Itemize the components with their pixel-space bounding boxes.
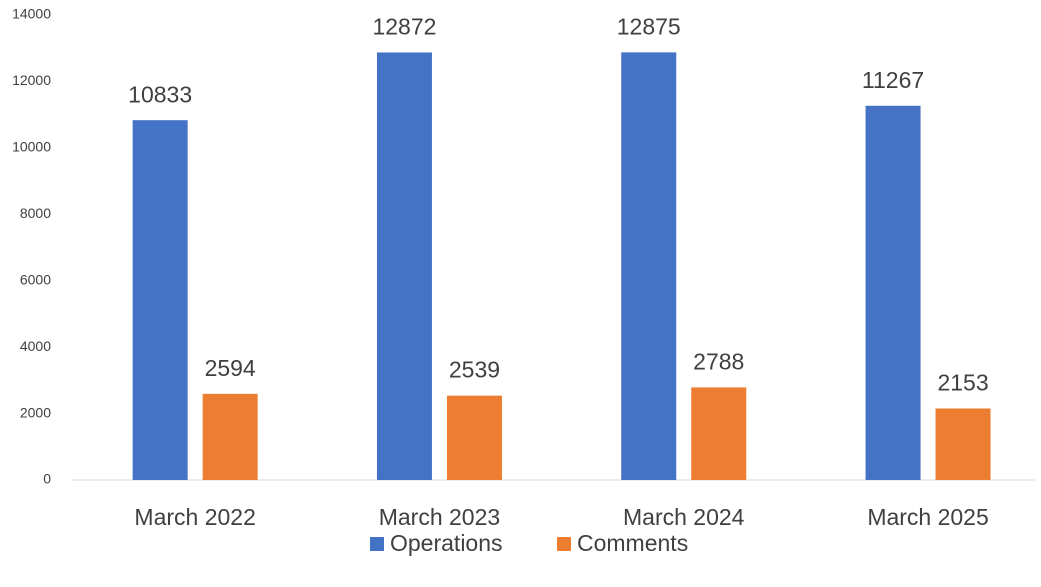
legend-swatch xyxy=(557,537,571,551)
y-tick-label: 0 xyxy=(43,471,51,487)
legend-label: Comments xyxy=(577,530,688,556)
bar xyxy=(621,52,677,481)
data-label: 2788 xyxy=(693,348,744,374)
data-label: 2539 xyxy=(449,357,500,383)
y-tick-label: 10000 xyxy=(12,139,51,155)
data-label: 2594 xyxy=(205,355,256,381)
x-tick-label: March 2022 xyxy=(134,504,255,530)
x-tick-label: March 2024 xyxy=(623,504,745,530)
bar xyxy=(202,393,258,480)
data-label: 10833 xyxy=(128,81,192,107)
y-tick-label: 14000 xyxy=(12,6,51,22)
legend-label: Operations xyxy=(390,530,503,556)
bar xyxy=(376,52,432,481)
data-label: 2153 xyxy=(937,370,988,396)
bar xyxy=(132,120,188,481)
bar xyxy=(865,105,921,480)
y-tick-label: 2000 xyxy=(20,404,51,420)
data-label: 12872 xyxy=(372,14,436,40)
data-label: 12875 xyxy=(617,13,681,39)
bar xyxy=(691,387,747,480)
y-tick-label: 12000 xyxy=(12,72,51,88)
legend-swatch xyxy=(370,537,384,551)
y-tick-label: 8000 xyxy=(20,205,51,221)
y-tick-label: 6000 xyxy=(20,271,51,287)
bar xyxy=(446,395,502,480)
x-tick-label: March 2025 xyxy=(867,504,988,530)
bar xyxy=(935,408,991,480)
data-label: 11267 xyxy=(862,67,924,93)
y-tick-label: 4000 xyxy=(20,338,51,354)
x-tick-label: March 2023 xyxy=(379,504,500,530)
